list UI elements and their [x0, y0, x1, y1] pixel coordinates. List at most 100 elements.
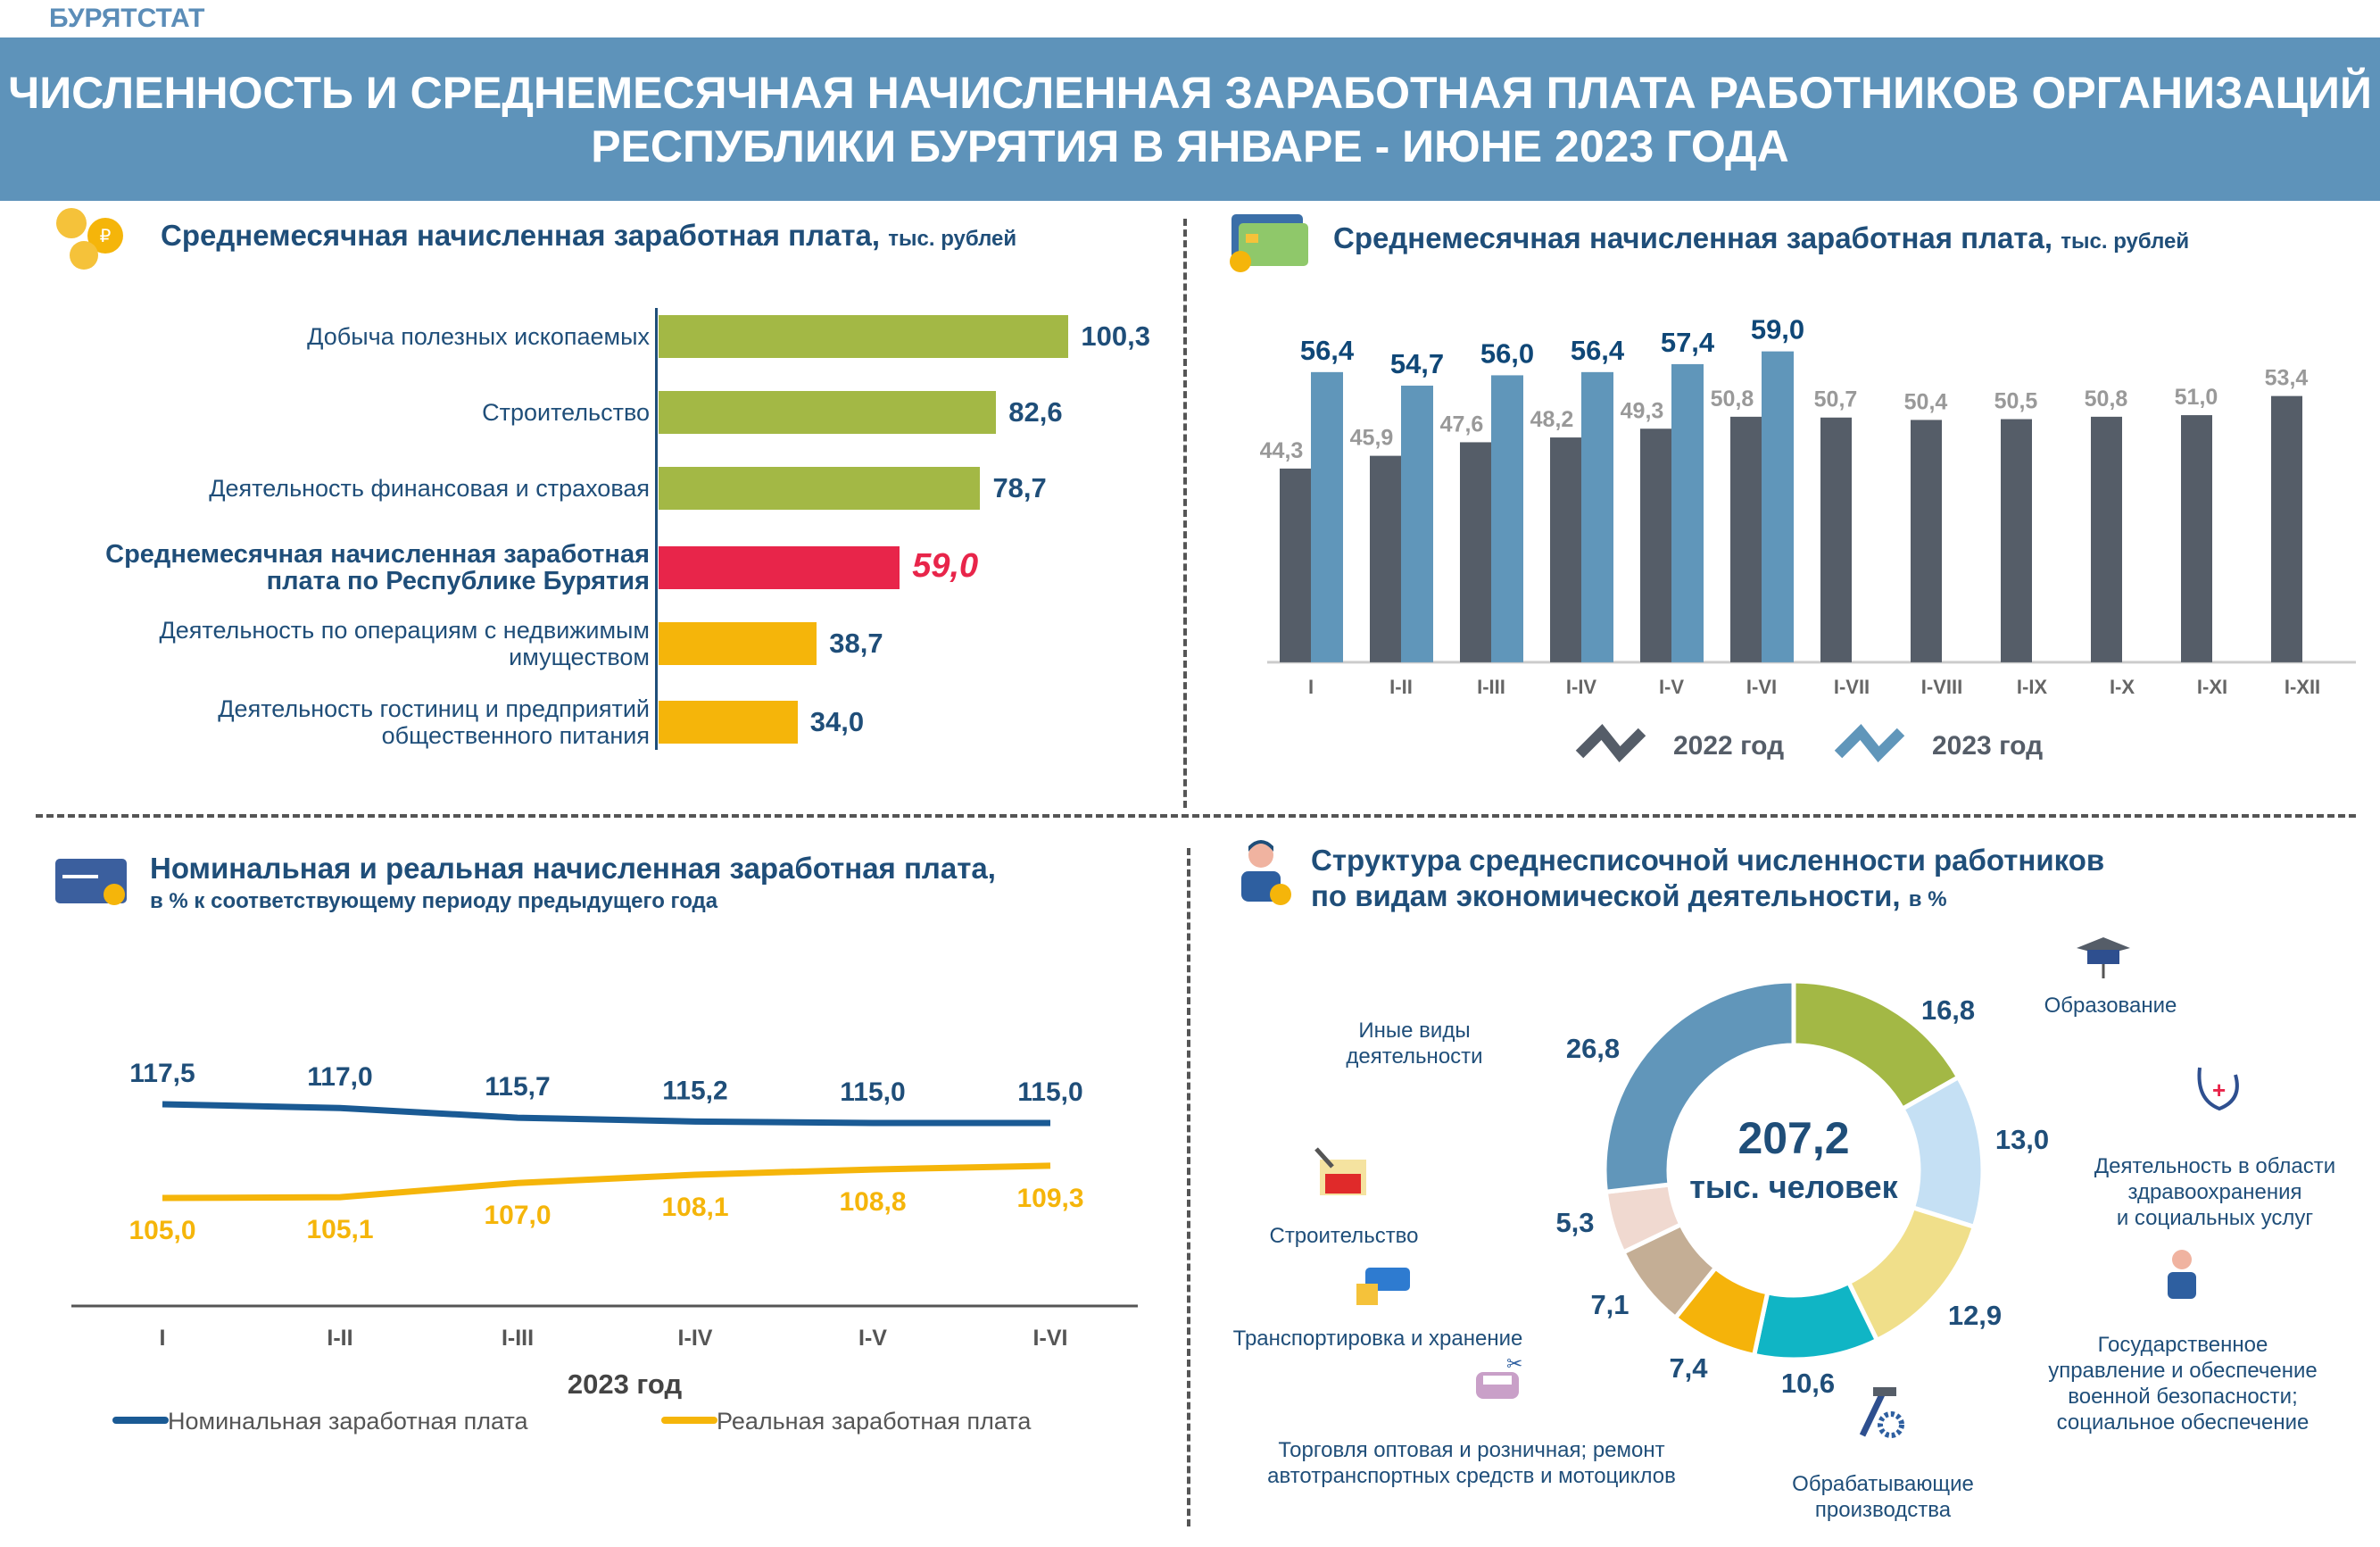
bar-2023-label: 54,7: [1390, 348, 1444, 379]
bar-2023: [1762, 351, 1794, 662]
bar-2023: [1401, 386, 1433, 662]
hbar-category-label: Деятельность по операциям с недвижимым им…: [159, 617, 650, 670]
title-text: Среднемесячная начисленная заработная пл…: [161, 219, 881, 252]
title-text: по видам экономической деятельности,: [1311, 879, 1901, 912]
slice-value-label: 10,6: [1780, 1368, 1836, 1399]
hbar-value-label: 78,7: [992, 472, 1047, 503]
org-name: БУРЯТСТАТ: [49, 4, 205, 33]
brick-wall-icon: [1314, 1147, 1366, 1195]
wages-by-industry-title: Среднемесячная начисленная заработная пл…: [161, 219, 1016, 253]
x-tick-label: I-II: [327, 1326, 352, 1351]
point-label: 107,0: [484, 1201, 551, 1230]
bar-2023-label: 56,4: [1300, 335, 1355, 366]
hbar-value-label: 100,3: [1081, 320, 1150, 352]
bar-2022-label: 50,4: [1904, 389, 1948, 414]
bar-2022: [2091, 416, 2122, 662]
hbar: [659, 701, 798, 744]
title-text: Среднемесячная начисленная заработная пл…: [1333, 221, 2053, 254]
slice-category-label: Государственное управление и обеспечение в…: [2048, 1332, 2318, 1435]
bar-2022: [2271, 395, 2302, 662]
label-line: Иные виды: [1358, 1019, 1471, 1043]
hbar: [659, 391, 997, 434]
slice-value-label: 16,8: [1920, 994, 1976, 1026]
bank-card-icon: [55, 859, 127, 905]
legend-label: 2023 год: [1932, 731, 2043, 761]
point-label: 117,5: [129, 1059, 195, 1088]
bar-2022: [2001, 419, 2032, 662]
line-chart: 117,5 117,0 115,7 115,2 115,0 115,0 105,0 105,1…: [71, 1059, 1138, 1435]
hbar-value-label: 34,0: [809, 706, 865, 737]
x-tick-label: I-VIII: [1921, 676, 1962, 698]
bar-2023: [1311, 371, 1343, 662]
bar-2022-label: 50,8: [2085, 387, 2128, 412]
hbar-category-label: Добыча полезных ископаемых: [307, 323, 650, 350]
donut-slice: [1602, 978, 1796, 1195]
slice-category-label: Деятельность в области здравоохранения и с…: [2094, 1153, 2335, 1231]
x-tick-label: I-IV: [1566, 676, 1597, 698]
label-line: Государственное: [2097, 1333, 2268, 1357]
slice-value-label: 7,4: [1669, 1352, 1708, 1384]
point-label: 105,1: [306, 1215, 373, 1244]
bar-2022-label: 51,0: [2175, 385, 2218, 410]
hbar-category-label: Среднемесячная начисленная заработная пла…: [105, 541, 650, 595]
hbar-value-label: 82,6: [1008, 396, 1063, 428]
page-title: ЧИСЛЕННОСТЬ И СРЕДНЕМЕСЯЧНАЯ НАЧИСЛЕННАЯ…: [0, 37, 2380, 201]
x-tick-label: I-XII: [2285, 676, 2320, 698]
slice-category-label: Транспортировка и хранение: [1233, 1326, 1523, 1352]
nominal-wage-line: [162, 1101, 1050, 1127]
legend-label: Номинальная заработная плата: [168, 1408, 529, 1435]
slice-value-label: 26,8: [1565, 1033, 1621, 1064]
coins-icon: ₽: [56, 208, 123, 270]
label-line: здравоохранения: [2127, 1180, 2302, 1204]
label-line: Добыча полезных ископаемых: [307, 323, 650, 350]
label-line: Транспортировка и хранение: [1232, 1327, 1523, 1351]
hbar-axis: [655, 308, 658, 750]
bar-2022: [1370, 455, 1401, 662]
legend-label: Реальная заработная плата: [717, 1408, 1032, 1435]
donut-center-unit: тыс. человек: [1689, 1169, 1898, 1205]
bar-2022-label: 50,5: [1994, 389, 2038, 414]
label-line: Обрабатывающие: [1792, 1472, 1974, 1496]
hbar-value-label: 38,7: [829, 628, 883, 659]
hbar: [659, 315, 1069, 358]
label-line: Образование: [2044, 994, 2177, 1018]
bar-2022: [1911, 420, 1942, 662]
x-tick-label: I-XI: [2197, 676, 2227, 698]
x-axis-title: 2023 год: [568, 1368, 683, 1400]
legend-label: 2022 год: [1673, 731, 1784, 761]
label-line: имуществом: [509, 644, 650, 670]
bar-2022: [1820, 417, 1852, 662]
label-line: Деятельность гостиниц и предприятий: [218, 695, 650, 722]
bar-2023-label: 56,0: [1480, 337, 1534, 369]
bar-2022-label: 47,6: [1440, 412, 1484, 437]
bar-2022-label: 45,9: [1350, 426, 1394, 451]
hammer-gear-icon: [1859, 1387, 1904, 1438]
wages-dynamics-title: Среднемесячная начисленная заработная пл…: [1333, 221, 2189, 255]
x-tick-label: I-IV: [678, 1326, 713, 1351]
worker-icon: [1241, 840, 1291, 905]
title-unit: тыс. рублей: [888, 227, 1017, 251]
slice-value-label: 12,9: [1947, 1300, 2003, 1331]
car-repair-icon: ✂: [1476, 1352, 1522, 1399]
vbar-chart: 44,3 56,4 I 45,9 54,7 I-II 47,6 56,0 I-III 48,2 56…: [1260, 314, 2356, 762]
hbar: [659, 467, 981, 510]
bar-2022-label: 53,4: [2265, 366, 2309, 391]
label-line: и социальных услуг: [2116, 1206, 2314, 1230]
slice-value-label: 5,3: [1555, 1207, 1595, 1238]
divider-vertical-top: [1183, 219, 1187, 808]
divider-horizontal: [36, 814, 2356, 818]
stethoscope-icon: +: [2197, 1067, 2239, 1111]
bar-2022: [1730, 416, 1762, 662]
x-tick-label: I-III: [502, 1326, 534, 1351]
label-line: Деятельность по операциям с недвижимым: [159, 617, 650, 644]
point-label: 115,0: [840, 1077, 905, 1107]
label-line: военной безопасности;: [2068, 1385, 2298, 1409]
hbar-category-label: Строительство: [482, 399, 650, 426]
hbar: [659, 546, 900, 589]
label-line: Строительство: [482, 399, 650, 426]
title-unit: в %: [1908, 887, 1947, 911]
label-line: Торговля оптовая и розничная; ремонт: [1278, 1438, 1665, 1462]
point-label: 115,7: [485, 1072, 550, 1102]
bar-2022: [1640, 428, 1671, 662]
